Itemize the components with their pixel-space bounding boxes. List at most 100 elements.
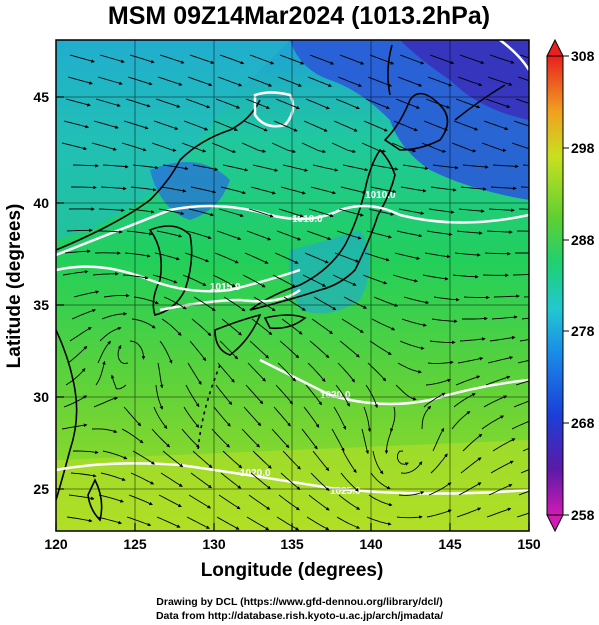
colorbar-tick-label: 278 (571, 323, 595, 339)
credit-drawing: Drawing by DCL (https://www.gfd-dennou.o… (156, 596, 443, 608)
streamline (273, 120, 298, 132)
streamline (424, 252, 451, 259)
streamline (276, 230, 302, 241)
streamline (163, 296, 187, 310)
streamline (343, 296, 368, 309)
streamline (192, 450, 213, 468)
streamline (110, 374, 127, 390)
streamline (430, 453, 448, 474)
streamline (216, 230, 242, 241)
streamline (511, 142, 529, 150)
streamline (211, 142, 237, 154)
streamline (220, 472, 242, 489)
streamline (153, 120, 179, 130)
x-tick-label: 150 (517, 536, 541, 552)
colorbar-lower-arrow (546, 514, 564, 533)
y-axis-label: Latitude (degrees) (4, 204, 25, 369)
streamline (97, 340, 111, 364)
streamline (133, 296, 159, 305)
streamline (433, 296, 460, 302)
streamline (273, 406, 291, 427)
streamline (340, 472, 359, 492)
streamline (185, 98, 211, 109)
streamline (336, 230, 362, 240)
streamline (218, 208, 244, 218)
streamline (271, 142, 296, 154)
streamline (364, 252, 390, 262)
y-tick-label: 30 (33, 389, 49, 405)
streamline (246, 230, 272, 241)
shikoku (263, 314, 307, 330)
streamline (339, 340, 360, 358)
streamline (215, 98, 241, 109)
colorbar-tick-label: 308 (571, 48, 595, 64)
x-tick-label: 125 (123, 536, 147, 552)
streamline (485, 375, 511, 386)
streamline (306, 230, 332, 241)
streamline (124, 252, 151, 258)
hokkaido (383, 92, 449, 151)
streamline (425, 378, 452, 386)
colorbar-tick-label: 258 (571, 507, 595, 523)
streamline (392, 274, 418, 283)
streamline (157, 76, 183, 86)
streamline (305, 98, 330, 110)
y-tick-label: 25 (33, 481, 49, 497)
streamline (370, 186, 397, 194)
colorbar: 258 268 278 288 298 308 (546, 38, 595, 533)
streamline (220, 186, 246, 195)
streamline (126, 516, 152, 527)
streamline (303, 406, 320, 428)
x-tick-label: 145 (438, 536, 462, 552)
streamline (372, 164, 399, 171)
streamline (278, 494, 300, 511)
streamline (95, 98, 121, 107)
streamline (522, 447, 529, 452)
x-tick-label: 120 (44, 536, 68, 552)
streamline (462, 164, 489, 169)
streamline (368, 208, 395, 216)
streamline (397, 76, 423, 87)
streamline (219, 340, 239, 360)
map-panel: 1010.0 1010.0 1015.0 1020.0 1020.0 1025.… (56, 40, 529, 531)
streamline (395, 384, 417, 401)
streamline (244, 252, 269, 264)
streamline (102, 164, 129, 169)
streamline (277, 76, 302, 87)
streamline (426, 230, 453, 237)
streamline (306, 516, 330, 531)
wind-streamlines (61, 54, 529, 531)
streamline (183, 406, 200, 428)
streamline (190, 472, 212, 489)
streamline (68, 494, 95, 501)
streamline (162, 164, 189, 171)
streamline (272, 274, 296, 288)
streamline (243, 406, 262, 427)
streamline (361, 428, 369, 455)
streamline (152, 274, 178, 284)
streamline (66, 516, 93, 523)
colorbar-upper-arrow (546, 38, 564, 57)
streamline (455, 375, 481, 386)
streamline (308, 208, 334, 218)
y-tick-label: 40 (33, 195, 49, 211)
taiwan (87, 478, 103, 522)
streamline (125, 98, 151, 108)
y-tick-label: 45 (33, 89, 49, 105)
streamline (93, 120, 119, 129)
sakhalin (387, 44, 393, 96)
streamline (307, 76, 332, 87)
streamline (309, 340, 330, 359)
streamline (277, 362, 296, 382)
streamline (98, 208, 125, 213)
streamline (521, 317, 529, 320)
streamline (398, 491, 425, 496)
streamline (301, 142, 326, 154)
streamline (310, 186, 336, 195)
streamline (186, 516, 210, 529)
streamline (427, 76, 453, 87)
streamline (247, 76, 273, 87)
streamline (247, 362, 266, 382)
streamline (489, 335, 516, 342)
streamline (490, 460, 514, 474)
